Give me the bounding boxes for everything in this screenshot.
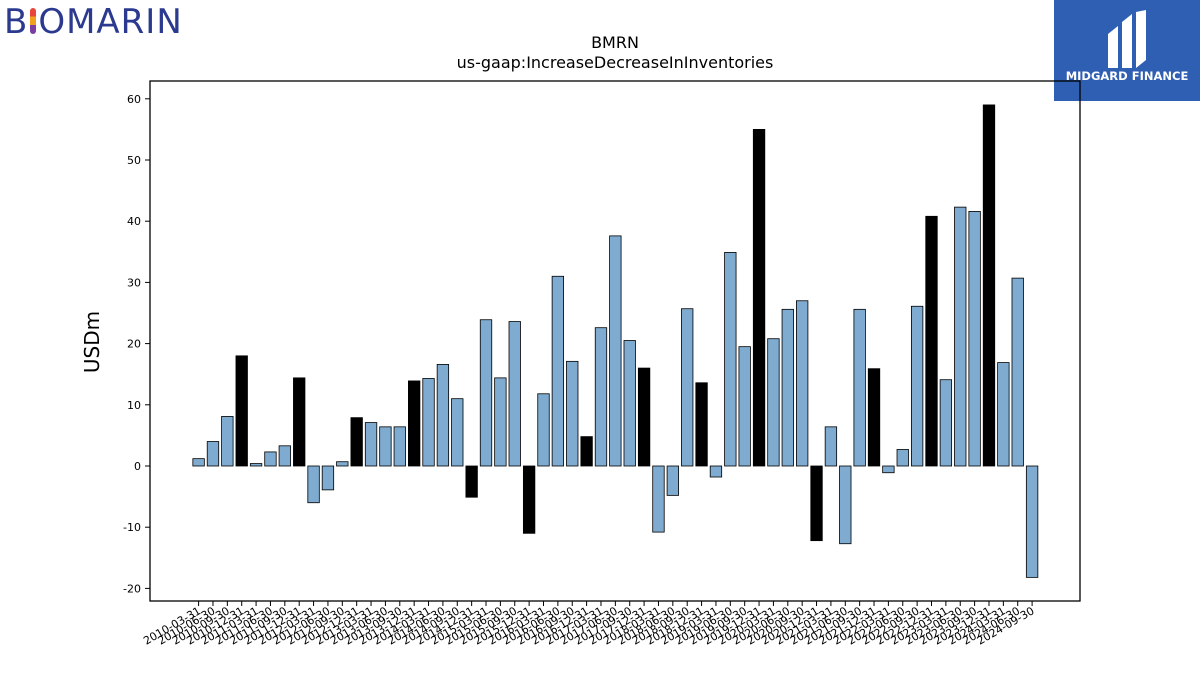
bar-2015-03-31 bbox=[479, 319, 493, 467]
bar-2021-06-30 bbox=[839, 465, 852, 545]
bar-2012-06-30 bbox=[321, 465, 335, 491]
bar-2016-06-30 bbox=[551, 275, 565, 467]
bar-2012-12-31 bbox=[350, 417, 363, 467]
y-tick-label: 0 bbox=[134, 460, 141, 473]
bar-2011-09-30 bbox=[278, 445, 291, 467]
bar-2014-06-30 bbox=[436, 364, 450, 467]
bar-2024-06-30 bbox=[1011, 277, 1024, 467]
bar-2010-06-30 bbox=[206, 441, 220, 467]
bar-2014-03-31 bbox=[422, 378, 435, 467]
y-tick-label: 20 bbox=[127, 338, 141, 351]
bar-2024-09-30 bbox=[1025, 465, 1039, 578]
bar-2019-09-30 bbox=[738, 346, 751, 467]
bar-2017-06-30 bbox=[609, 235, 622, 467]
bar-2014-12-31 bbox=[465, 465, 478, 498]
bar-2015-12-31 bbox=[522, 465, 536, 534]
bar-2023-09-30 bbox=[968, 211, 981, 467]
midgard-finance-logo: MIDGARD FINANCE bbox=[1054, 0, 1200, 101]
y-tick-label: -20 bbox=[123, 582, 141, 595]
bar-2021-03-31 bbox=[824, 426, 838, 467]
bar-2023-03-31 bbox=[939, 379, 953, 467]
bar-2022-06-30 bbox=[896, 449, 909, 467]
bar-2019-06-30 bbox=[724, 252, 737, 467]
bar-2013-09-30 bbox=[393, 426, 406, 467]
bar-2016-12-31 bbox=[580, 436, 593, 467]
y-tick-label: 10 bbox=[127, 399, 141, 412]
bar-2010-12-31 bbox=[235, 355, 248, 467]
bar-2020-09-30 bbox=[796, 300, 809, 467]
bar-2017-03-31 bbox=[594, 327, 608, 467]
midgard-mark-icon bbox=[1108, 10, 1146, 68]
bar-2011-06-30 bbox=[264, 451, 277, 467]
y-tick-label: 60 bbox=[127, 93, 141, 106]
bar-2013-06-30 bbox=[379, 426, 392, 467]
bar-2022-09-30 bbox=[910, 305, 924, 467]
bar-2017-09-30 bbox=[623, 340, 636, 467]
bar-2021-09-30 bbox=[853, 308, 866, 467]
bar-2020-06-30 bbox=[781, 308, 794, 467]
bar-2011-12-31 bbox=[293, 377, 306, 467]
y-tick-label: -10 bbox=[123, 521, 141, 534]
bar-2015-06-30 bbox=[494, 377, 507, 467]
bar-2010-03-31 bbox=[192, 458, 205, 467]
bar-2016-09-30 bbox=[566, 360, 579, 467]
bar-2016-03-31 bbox=[537, 393, 550, 467]
bar-2013-03-31 bbox=[364, 422, 378, 467]
biomarin-logo: B OMARIN bbox=[4, 2, 183, 42]
bar-2023-06-30 bbox=[954, 206, 967, 467]
logo-dot-icon bbox=[30, 8, 37, 34]
x-axis: 2010-03-312010-06-302010-09-302010-12-31… bbox=[141, 601, 1037, 648]
bar-2010-09-30 bbox=[221, 416, 234, 467]
bar-2023-12-31 bbox=[982, 104, 996, 467]
y-tick-label: 30 bbox=[127, 276, 141, 289]
bar-2021-12-31 bbox=[867, 368, 881, 467]
bar-2022-03-31 bbox=[882, 465, 895, 474]
bar-2022-12-31 bbox=[925, 215, 938, 467]
bar-2013-12-31 bbox=[408, 380, 421, 467]
chart-subtitle: us-gaap:IncreaseDecreaseInInventories bbox=[457, 53, 774, 72]
bar-2011-03-31 bbox=[249, 463, 263, 467]
plot-frame bbox=[149, 80, 1081, 602]
bar-2020-03-31 bbox=[767, 338, 780, 467]
bar-2018-09-30 bbox=[681, 308, 694, 467]
bar-2018-06-30 bbox=[666, 465, 679, 496]
logo-left-text-end: OMARIN bbox=[38, 2, 183, 42]
y-axis-label: USDm bbox=[80, 311, 104, 373]
bar-2012-09-30 bbox=[336, 461, 349, 467]
chart-title: BMRN bbox=[591, 33, 639, 52]
logo-left-text-start: B bbox=[4, 2, 29, 42]
bar-2019-12-31 bbox=[752, 128, 766, 467]
bar-2018-12-31 bbox=[695, 382, 708, 467]
bar-2019-03-31 bbox=[709, 465, 723, 478]
bar-2015-09-30 bbox=[508, 321, 521, 467]
bars bbox=[192, 104, 1039, 578]
bar-2017-12-31 bbox=[637, 367, 651, 467]
y-tick-label: 50 bbox=[127, 154, 141, 167]
bar-2014-09-30 bbox=[451, 398, 464, 467]
logo-right-text: MIDGARD FINANCE bbox=[1065, 69, 1189, 83]
y-tick-label: 40 bbox=[127, 215, 141, 228]
bar-2012-03-31 bbox=[307, 465, 320, 504]
y-axis: -20 -10 0 10 20 30 40 50 60 bbox=[123, 93, 150, 595]
bar-2024-03-31 bbox=[997, 362, 1010, 467]
bar-2018-03-31 bbox=[652, 465, 665, 533]
bar-2020-12-31 bbox=[810, 465, 823, 542]
